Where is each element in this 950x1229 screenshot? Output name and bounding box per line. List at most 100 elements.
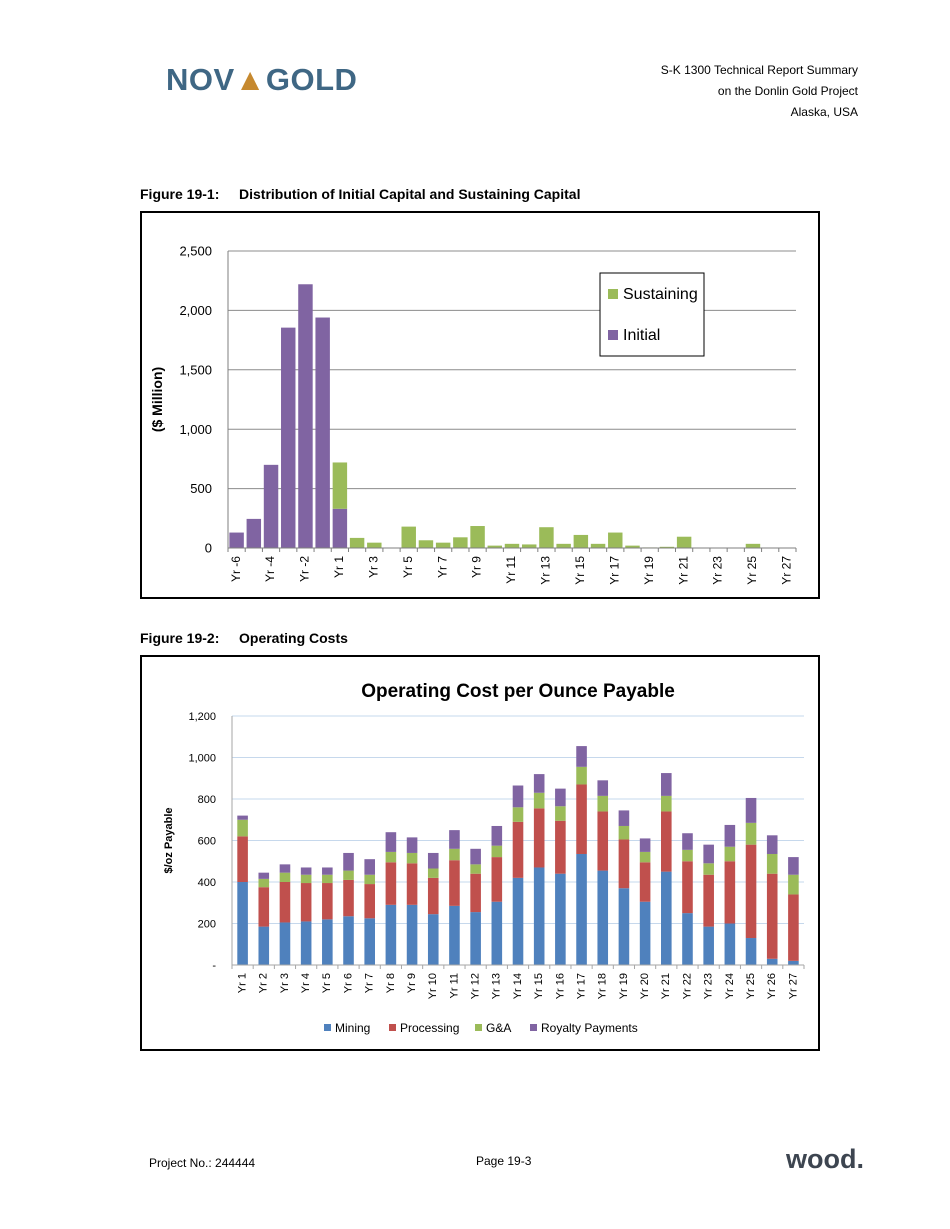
- bar-g-a: [576, 766, 587, 785]
- x-tick-label: Yr 3: [279, 973, 291, 993]
- x-tick-label: Yr 1: [236, 973, 248, 993]
- chart-legend: Sustaining Initial: [599, 272, 705, 357]
- legend-swatch: [608, 289, 618, 299]
- bar-royalty-payments: [364, 859, 375, 875]
- bar-processing: [364, 884, 375, 919]
- bar-royalty-payments: [724, 824, 736, 847]
- x-tick-label: Yr 23: [711, 556, 725, 585]
- bar-mining: [427, 914, 439, 965]
- bar-sustaining: [401, 526, 416, 548]
- bar-sustaining: [659, 546, 675, 548]
- x-tick-label: Yr -4: [263, 556, 277, 582]
- bar-sustaining: [745, 543, 761, 548]
- bar-royalty-payments: [512, 785, 524, 808]
- bar-g-a: [322, 874, 333, 884]
- bar-royalty-payments: [237, 815, 248, 820]
- bar-sustaining: [521, 544, 537, 548]
- bar-g-a: [745, 822, 757, 845]
- x-tick-label: Yr 5: [321, 973, 333, 993]
- bar-sustaining: [367, 542, 382, 548]
- bar-processing: [470, 873, 481, 913]
- bar-sustaining: [487, 545, 503, 548]
- bar-processing: [258, 887, 270, 927]
- report-header: S-K 1300 Technical Report Summary on the…: [661, 60, 858, 123]
- bar-royalty-payments: [788, 857, 799, 875]
- bar-sustaining: [332, 462, 348, 509]
- x-tick-label: Yr 7: [364, 973, 376, 993]
- legend-label: Royalty Payments: [541, 1021, 638, 1035]
- x-tick-label: Yr 17: [607, 556, 621, 585]
- bar-mining: [745, 938, 757, 965]
- bar-royalty-payments: [322, 867, 333, 875]
- bar-mining: [618, 888, 630, 965]
- x-tick-label: Yr 11: [504, 556, 518, 584]
- x-tick-label: Yr 15: [533, 973, 545, 999]
- bar-mining: [661, 871, 672, 965]
- bar-royalty-payments: [406, 837, 418, 853]
- bar-g-a: [639, 851, 651, 863]
- legend-label: G&A: [486, 1021, 511, 1035]
- x-tick-label: Yr -6: [229, 556, 243, 582]
- bar-mining: [364, 918, 375, 965]
- bar-mining: [724, 923, 736, 965]
- bar-g-a: [427, 868, 439, 878]
- bar-mining: [512, 877, 524, 965]
- bar-mining: [576, 853, 587, 965]
- x-tick-label: Yr 24: [724, 973, 736, 999]
- x-tick-label: Yr 19: [642, 556, 656, 585]
- x-tick-label: Yr 6: [342, 973, 354, 993]
- y-tick-label: 1,000: [179, 422, 212, 437]
- bar-g-a: [533, 792, 545, 809]
- bar-royalty-payments: [300, 867, 312, 875]
- bar-processing: [427, 877, 439, 915]
- bar-mining: [703, 926, 714, 965]
- bar-processing: [237, 836, 248, 882]
- figure-2-frame: - 200 400 600 800 1,000 1,200 Yr 1 Yr 2 Yr 3 Yr 4 Y…: [140, 655, 820, 1051]
- bar-processing: [533, 808, 545, 868]
- bar-processing: [745, 844, 757, 939]
- bar-royalty-payments: [618, 810, 630, 826]
- bar-sustaining: [625, 545, 640, 548]
- bar-initial: [298, 284, 313, 548]
- bar-sustaining: [418, 540, 434, 548]
- bar-g-a: [703, 863, 714, 875]
- legend-label: Sustaining: [623, 286, 698, 303]
- bar-mining: [766, 958, 778, 965]
- bar-mining: [237, 882, 248, 965]
- x-tick-label: Yr 17: [575, 973, 587, 999]
- x-tick-label: Yr 11: [448, 973, 460, 998]
- figure-2-label: Figure 19-2:: [140, 630, 220, 646]
- bar-processing: [449, 860, 460, 906]
- bar-mining: [470, 912, 481, 965]
- bar-royalty-payments: [470, 848, 481, 865]
- y-tick-label: 0: [205, 541, 212, 556]
- bar-g-a: [512, 807, 524, 822]
- x-tick-label: Yr 25: [745, 973, 757, 999]
- bar-mining: [639, 901, 651, 965]
- bar-royalty-payments: [661, 773, 672, 796]
- bar-royalty-payments: [639, 838, 651, 852]
- bar-mining: [322, 919, 333, 965]
- x-tick-label: Yr 10: [427, 973, 439, 999]
- x-tick-label: Yr 20: [639, 973, 651, 999]
- legend-swatch: [608, 330, 618, 340]
- figure-1-frame: 0 500 1,000 1,500 2,000 2,500 Yr -6 Yr -4 Yr -2 Y…: [140, 211, 820, 599]
- x-tick-label: Yr 9: [406, 973, 418, 993]
- bar-processing: [555, 820, 566, 874]
- bar-g-a: [406, 852, 418, 864]
- legend-swatch: [389, 1024, 396, 1031]
- x-tick-label: Yr 22: [681, 973, 693, 999]
- x-tick-label: Yr 21: [660, 973, 672, 999]
- legend-box: [599, 272, 705, 357]
- bar-sustaining: [470, 526, 485, 548]
- bar-mining: [682, 913, 693, 965]
- x-tick-label: Yr 13: [491, 973, 503, 999]
- bar-royalty-payments: [258, 872, 270, 879]
- x-tick-label: Yr 18: [597, 973, 609, 999]
- x-tick-label: Yr 19: [618, 973, 630, 999]
- bar-sustaining: [453, 537, 468, 548]
- bar-g-a: [237, 819, 248, 837]
- bar-g-a: [788, 874, 799, 895]
- novagold-logo: NOV▲GOLD: [166, 62, 358, 97]
- figure-1-title: Figure 19-1: Distribution of Initial Capi…: [140, 186, 580, 202]
